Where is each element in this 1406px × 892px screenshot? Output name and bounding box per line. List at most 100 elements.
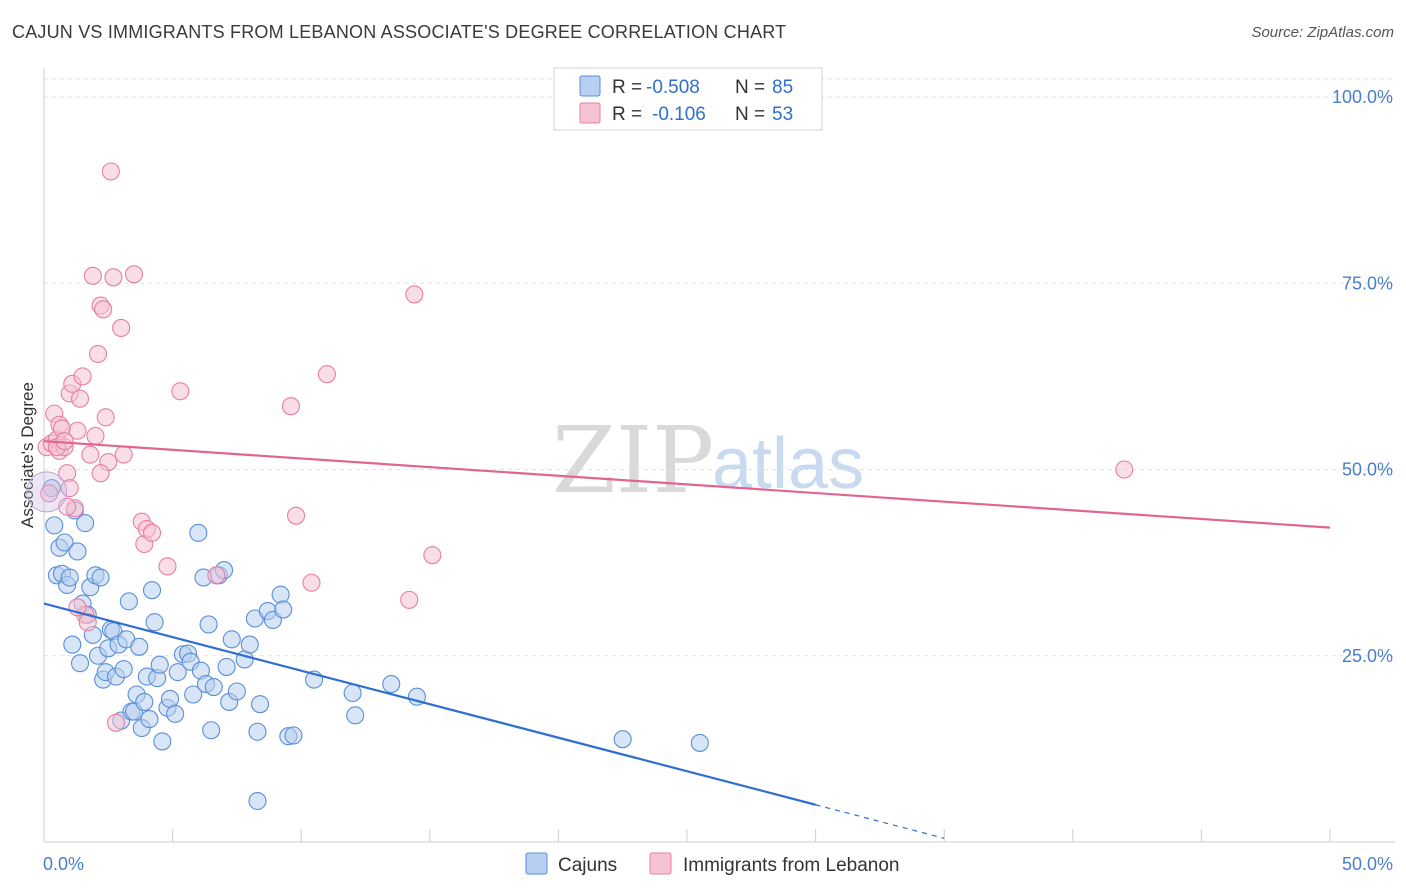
- data-point: [94, 300, 113, 319]
- legend-r-value-lebanon: -0.106: [652, 104, 706, 125]
- data-point: [40, 484, 59, 503]
- data-point: [613, 730, 632, 749]
- data-point: [168, 663, 187, 682]
- data-point: [142, 581, 162, 600]
- data-point: [189, 523, 208, 542]
- data-point: [158, 557, 177, 576]
- data-point: [171, 382, 190, 401]
- data-point: [150, 655, 169, 674]
- data-point: [690, 733, 709, 752]
- data-point: [343, 683, 362, 703]
- data-point: [287, 506, 306, 525]
- data-point: [130, 637, 149, 656]
- data-point: [281, 397, 300, 416]
- data-point: [405, 285, 424, 304]
- data-point: [400, 590, 419, 609]
- data-point: [114, 445, 133, 464]
- legend-bottom: Cajuns Immigrants from Lebanon: [525, 852, 900, 876]
- data-point: [135, 692, 154, 711]
- trend-line-lebanon: [43, 440, 1331, 529]
- y-tick-label: 50.0%: [1342, 460, 1393, 480]
- bottom-legend-swatch-cajuns: [525, 852, 548, 875]
- data-point: [248, 722, 267, 741]
- watermark-zip: ZIP: [552, 407, 714, 514]
- y-tick-labels: 25.0% 50.0% 75.0% 100.0%: [1332, 87, 1393, 666]
- data-point: [199, 615, 218, 634]
- y-tick-label: 100.0%: [1332, 87, 1393, 107]
- legend-swatch-lebanon: [579, 102, 601, 124]
- data-point: [91, 464, 110, 483]
- trend-layer: [43, 440, 1331, 839]
- data-point: [142, 523, 162, 542]
- bottom-legend-label-lebanon: Immigrants from Lebanon: [683, 855, 900, 876]
- data-point: [76, 514, 95, 533]
- data-point: [104, 268, 123, 287]
- trend-line-cajuns: [43, 602, 816, 806]
- data-point: [112, 318, 131, 338]
- data-point: [207, 566, 226, 585]
- data-point: [346, 706, 365, 725]
- series-layer: [26, 162, 1134, 811]
- y-axis-title: Associate's Degree: [18, 382, 37, 528]
- data-point: [73, 367, 92, 386]
- bottom-legend-label-cajuns: Cajuns: [558, 855, 617, 876]
- data-point: [68, 421, 87, 440]
- x-tick-labels: 0.0% 50.0%: [43, 854, 1393, 874]
- legend-r-value-cajuns: -0.508: [646, 77, 700, 98]
- series-lebanon: [37, 162, 1134, 732]
- data-point: [78, 613, 97, 632]
- data-point: [382, 675, 401, 694]
- data-point: [317, 365, 336, 384]
- y-tick-label: 25.0%: [1342, 646, 1393, 666]
- data-point: [222, 630, 241, 649]
- data-point: [271, 585, 290, 604]
- data-point: [274, 600, 293, 619]
- data-point: [250, 695, 270, 714]
- data-point: [55, 533, 74, 552]
- data-point: [140, 710, 159, 729]
- legend-n-label-lebanon: N =: [735, 104, 765, 125]
- data-point: [302, 573, 321, 592]
- legend-n-value-cajuns: 85: [772, 77, 793, 98]
- data-point: [45, 516, 64, 535]
- data-point: [240, 635, 259, 654]
- data-point: [81, 445, 100, 464]
- series-cajuns: [42, 479, 709, 811]
- data-point: [68, 542, 87, 561]
- legend-r-label-cajuns: R =: [612, 77, 642, 98]
- data-point: [119, 592, 138, 611]
- data-point: [1115, 460, 1134, 479]
- data-point: [217, 657, 236, 676]
- y-tick-label: 75.0%: [1342, 273, 1393, 293]
- data-point: [166, 704, 185, 723]
- legend-swatch-cajuns: [579, 75, 601, 97]
- data-point: [101, 162, 120, 181]
- data-point: [284, 726, 303, 745]
- data-point: [106, 713, 126, 732]
- data-point: [58, 497, 77, 516]
- data-point: [83, 266, 102, 285]
- legend-top: R = -0.508 N = 85 R = -0.106 N = 53: [553, 67, 823, 131]
- chart-title: CAJUN VS IMMIGRANTS FROM LEBANON ASSOCIA…: [12, 22, 787, 42]
- data-point: [184, 685, 203, 704]
- data-point: [114, 660, 133, 679]
- x-tick-label-min: 0.0%: [43, 854, 84, 874]
- data-point: [423, 546, 442, 565]
- watermark: ZIP atlas: [552, 407, 864, 514]
- data-point: [96, 408, 115, 427]
- legend-n-label-cajuns: N =: [735, 77, 765, 98]
- data-point: [227, 682, 246, 701]
- x-tick-label-max: 50.0%: [1342, 854, 1393, 874]
- data-point: [70, 654, 90, 673]
- data-point: [124, 265, 144, 284]
- legend-n-value-lebanon: 53: [772, 104, 793, 125]
- data-point: [60, 568, 79, 587]
- legend-r-label-lebanon: R =: [612, 104, 642, 125]
- data-point: [63, 635, 82, 654]
- data-point: [248, 791, 267, 811]
- data-point: [202, 721, 221, 740]
- data-point: [88, 344, 108, 364]
- trend-line-cajuns-extension: [815, 804, 945, 839]
- chart-source: Source: ZipAtlas.com: [1251, 24, 1394, 41]
